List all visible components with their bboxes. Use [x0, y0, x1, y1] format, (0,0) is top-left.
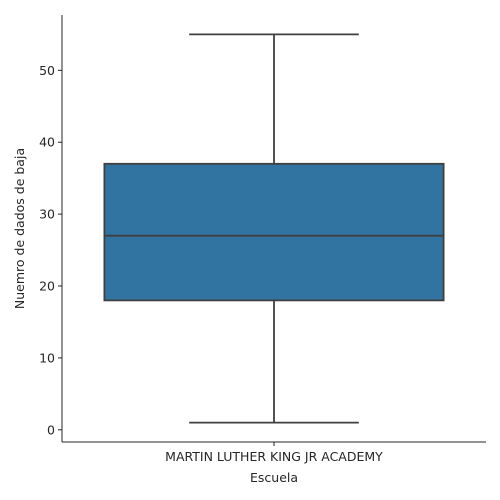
y-tick-label: 50	[39, 63, 55, 78]
y-tick-label: 10	[39, 350, 55, 365]
y-axis-label: Nuemro de dados de baja	[12, 148, 27, 309]
x-axis-ticks: MARTIN LUTHER KING JR ACADEMY	[165, 442, 383, 464]
y-tick-label: 0	[47, 422, 55, 437]
x-axis-label: Escuela	[250, 470, 298, 485]
y-axis-ticks: 0 10 20 30 40 50	[39, 63, 62, 437]
y-tick-label: 30	[39, 207, 55, 222]
plot-area	[103, 33, 445, 424]
x-tick-label: MARTIN LUTHER KING JR ACADEMY	[165, 449, 383, 464]
y-tick-label: 40	[39, 135, 55, 150]
y-tick-label: 20	[39, 279, 55, 294]
iqr-box	[103, 162, 445, 302]
